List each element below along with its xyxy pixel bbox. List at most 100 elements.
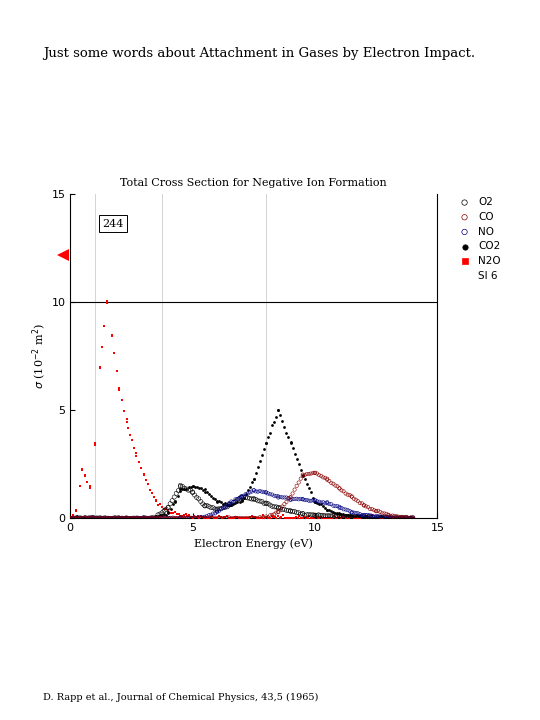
Point: [247, 477, 256, 488]
Point: [244, 487, 252, 499]
Point: [116, 513, 124, 524]
Point: [264, 498, 272, 510]
Point: [205, 512, 213, 523]
Point: [129, 513, 138, 524]
Point: [247, 493, 256, 505]
Point: [200, 512, 209, 523]
Point: [107, 512, 116, 523]
Point: [342, 509, 351, 521]
Point: [153, 509, 162, 521]
Point: [368, 503, 376, 515]
Point: [382, 511, 391, 523]
Point: [404, 512, 413, 523]
Point: [310, 512, 319, 523]
Point: [173, 513, 181, 524]
Point: [403, 513, 412, 524]
Point: [156, 508, 164, 520]
Point: [117, 395, 126, 406]
Point: [85, 480, 94, 492]
Point: [313, 468, 321, 480]
Point: [100, 320, 109, 331]
Point: [278, 415, 287, 426]
Point: [198, 511, 207, 523]
Point: [229, 496, 238, 508]
Point: [369, 512, 378, 523]
Point: [194, 493, 203, 505]
Point: [133, 513, 141, 524]
Point: [347, 506, 356, 518]
Point: [262, 512, 271, 523]
Point: [292, 454, 301, 465]
Point: [252, 512, 261, 523]
Point: [157, 513, 165, 524]
Point: [381, 510, 389, 522]
Point: [227, 495, 235, 507]
Point: [339, 503, 348, 515]
Point: [107, 513, 116, 524]
Point: [69, 513, 78, 524]
Point: [286, 436, 295, 448]
Point: [193, 510, 202, 521]
Point: [107, 513, 116, 524]
Point: [162, 504, 171, 516]
Point: [87, 512, 96, 523]
Point: [96, 513, 105, 524]
Point: [270, 508, 279, 520]
Point: [164, 502, 172, 513]
Point: [192, 512, 200, 523]
Point: [72, 512, 81, 523]
Point: [78, 513, 86, 524]
Point: [380, 513, 389, 524]
Point: [323, 513, 332, 524]
Point: [76, 512, 84, 523]
Point: [351, 510, 360, 522]
Point: [107, 330, 116, 342]
Point: [326, 512, 335, 523]
Point: [126, 430, 135, 441]
Point: [333, 500, 342, 512]
Point: [249, 485, 258, 496]
Point: [159, 513, 168, 524]
Point: [372, 510, 381, 522]
Point: [94, 513, 103, 524]
Point: [178, 510, 186, 522]
Point: [237, 495, 246, 506]
Point: [173, 508, 181, 520]
Point: [200, 511, 209, 523]
Point: [139, 513, 148, 524]
Point: [339, 508, 347, 520]
Point: [99, 512, 108, 523]
Point: [234, 513, 243, 524]
Point: [103, 295, 111, 307]
Point: [409, 512, 417, 523]
Point: [329, 506, 338, 518]
Point: [223, 501, 232, 513]
Point: [371, 513, 380, 524]
Point: [87, 512, 96, 523]
Point: [389, 513, 397, 524]
Point: [116, 513, 125, 524]
Point: [405, 513, 414, 524]
Point: [351, 513, 360, 524]
Point: [219, 498, 227, 510]
Point: [126, 513, 134, 524]
Point: [372, 512, 381, 523]
Point: [123, 512, 131, 523]
Point: [120, 405, 129, 416]
Point: [270, 416, 279, 428]
Point: [203, 513, 212, 524]
Point: [333, 508, 342, 519]
Point: [300, 511, 309, 523]
Point: [337, 503, 346, 514]
Point: [286, 505, 295, 517]
Point: [280, 498, 289, 510]
Point: [206, 512, 215, 523]
Point: [99, 513, 108, 524]
Point: [382, 508, 391, 520]
Point: [394, 512, 402, 523]
Point: [280, 492, 289, 503]
Point: [379, 512, 388, 523]
Point: [276, 504, 285, 516]
Point: [131, 513, 140, 524]
Point: [378, 511, 387, 523]
